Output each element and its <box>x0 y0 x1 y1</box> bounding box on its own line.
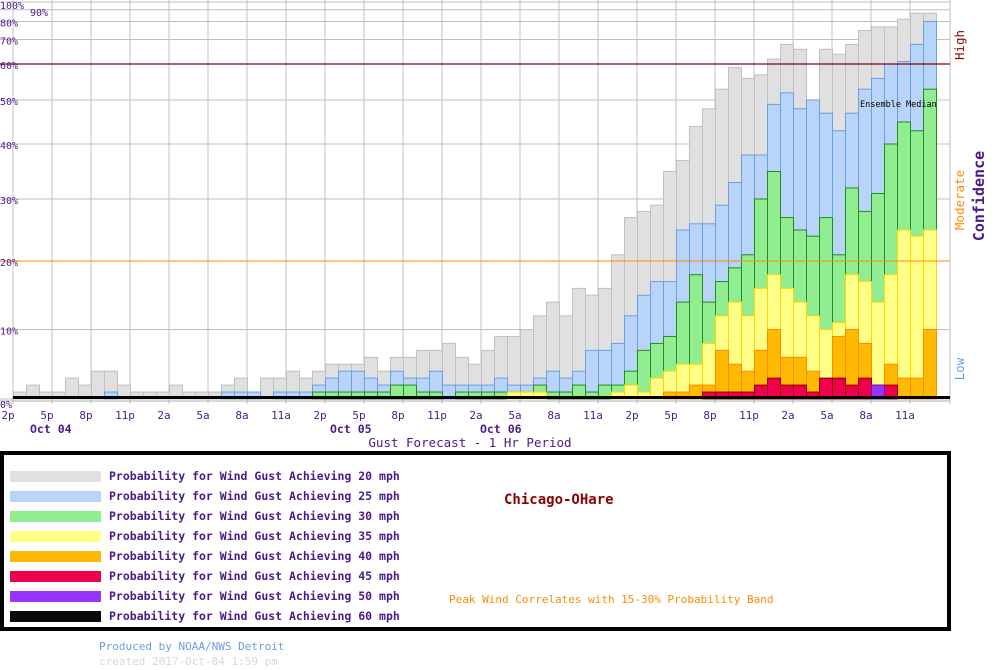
bars <box>0 12 950 402</box>
legend-item: Probability for Wind Gust Achieving 50 m… <box>10 589 400 603</box>
y-tick-label: 40% <box>0 141 18 152</box>
legend-panel: Probability for Wind Gust Achieving 20 m… <box>0 451 951 631</box>
x-tick-label: 5p <box>664 409 677 422</box>
bar <box>650 377 664 400</box>
y-tick-label: 100% <box>0 1 24 12</box>
x-tick-label: 8a <box>859 409 872 422</box>
y-tick-label: 30% <box>0 196 18 207</box>
bar <box>767 377 781 400</box>
legend-item: Probability for Wind Gust Achieving 35 m… <box>10 529 400 543</box>
bar <box>910 377 924 400</box>
bar <box>858 377 872 400</box>
x-tick-label: 11a <box>271 409 291 422</box>
x-tick-label: 2p <box>1 409 14 422</box>
legend-swatch <box>10 510 101 522</box>
x-tick-label: 5a <box>820 409 833 422</box>
x-tick-label: 5a <box>196 409 209 422</box>
legend-swatch <box>10 610 101 622</box>
bar <box>897 377 911 400</box>
x-tick-label: 8a <box>547 409 560 422</box>
station-name: Chicago-OHare <box>504 492 614 508</box>
legend-swatch <box>10 590 101 602</box>
legend-label: Probability for Wind Gust Achieving 45 m… <box>109 569 400 583</box>
y-tick-label: 20% <box>0 258 18 269</box>
legend-swatch <box>10 550 101 562</box>
legend-label: Probability for Wind Gust Achieving 50 m… <box>109 589 400 603</box>
legend-item: Probability for Wind Gust Achieving 45 m… <box>10 569 400 583</box>
grid <box>0 0 951 404</box>
ensemble-median-annotation: Ensemble Median <box>860 100 937 110</box>
legend-item: Probability for Wind Gust Achieving 25 m… <box>10 489 400 503</box>
y-tick-label: 10% <box>0 327 18 338</box>
y-axis-labels: 0% 10% 20% 30% 40% 50% 60% 70% 80% 90% 100% <box>0 1 48 411</box>
y-tick-label: 90% <box>30 8 48 19</box>
bar <box>260 377 274 400</box>
legend-swatch <box>10 470 101 482</box>
bar <box>832 377 846 400</box>
date-label: Oct 06 <box>480 422 522 436</box>
bar <box>91 370 105 400</box>
x-tick-label: 5a <box>508 409 521 422</box>
y-axis-title-confidence: Confidence <box>970 151 988 241</box>
legend-label: Probability for Wind Gust Achieving 30 m… <box>109 509 400 523</box>
bar <box>819 377 833 400</box>
y-tick-label: 50% <box>0 97 18 108</box>
x-tick-label: 2p <box>625 409 638 422</box>
x-tick-label: 11p <box>115 409 135 422</box>
x-tick-label: 2a <box>157 409 170 422</box>
x-tick-label: 8p <box>391 409 404 422</box>
legend-item: Probability for Wind Gust Achieving 40 m… <box>10 549 400 563</box>
date-labels: Oct 04 Oct 05 Oct 06 <box>30 422 522 436</box>
bar <box>65 377 79 400</box>
x-tick-label: 11a <box>583 409 603 422</box>
x-tick-label: 5p <box>40 409 53 422</box>
legend-swatch <box>10 490 101 502</box>
date-label: Oct 04 <box>30 422 72 436</box>
x-tick-label: 2p <box>313 409 326 422</box>
x-tick-label: 5p <box>352 409 365 422</box>
legend-item: Probability for Wind Gust Achieving 60 m… <box>10 609 400 623</box>
legend-swatch <box>10 530 101 542</box>
bar <box>897 229 911 400</box>
x-tick-label: 11a <box>895 409 915 422</box>
produced-by: Produced by NOAA/NWS Detroit <box>99 640 285 653</box>
legend-label: Probability for Wind Gust Achieving 60 m… <box>109 609 400 623</box>
x-tick-label: 8p <box>703 409 716 422</box>
x-axis-title: Gust Forecast - 1 Hr Period <box>368 435 571 450</box>
confidence-threshold-lines <box>0 63 950 262</box>
x-axis-labels: 2p 5p 8p 11p 2a 5a 8a 11a 2p 5p 8p 11p 2a 5a 8a 11a 2p 5p… <box>1 409 915 422</box>
legend-label: Probability for Wind Gust Achieving 25 m… <box>109 489 400 503</box>
y-tick-label: 80% <box>0 19 18 30</box>
legend-label: Probability for Wind Gust Achieving 35 m… <box>109 529 400 543</box>
confidence-moderate-label: Moderate <box>952 170 967 230</box>
x-tick-label: 8p <box>79 409 92 422</box>
legend-item: Probability for Wind Gust Achieving 20 m… <box>10 469 400 483</box>
y-tick-label: 70% <box>0 37 18 48</box>
bar <box>871 301 885 400</box>
created-timestamp: created 2017-Oct-04 1:59 pm <box>99 655 278 668</box>
confidence-high-label: High <box>952 30 967 60</box>
x-tick-label: 2a <box>781 409 794 422</box>
gust-probability-chart: 0% 10% 20% 30% 40% 50% 60% 70% 80% 90% 100% 2p 5p 8p… <box>0 0 988 450</box>
legend-label: Probability for Wind Gust Achieving 20 m… <box>109 469 400 483</box>
legend-label: Probability for Wind Gust Achieving 40 m… <box>109 549 400 563</box>
bar <box>923 329 937 400</box>
legend-swatch <box>10 570 101 582</box>
legend-item: Probability for Wind Gust Achieving 30 m… <box>10 509 400 523</box>
peak-wind-note: Peak Wind Correlates with 15-30% Probabi… <box>449 593 774 606</box>
confidence-low-label: Low <box>952 357 967 380</box>
date-label: Oct 05 <box>330 422 372 436</box>
x-tick-label: 8a <box>235 409 248 422</box>
x-tick-label: 11p <box>427 409 447 422</box>
x-tick-label: 11p <box>739 409 759 422</box>
x-tick-label: 2a <box>469 409 482 422</box>
baseline-bar <box>13 396 950 399</box>
y-tick-label: 60% <box>0 61 18 72</box>
y-tick-label: 0% <box>0 400 12 411</box>
